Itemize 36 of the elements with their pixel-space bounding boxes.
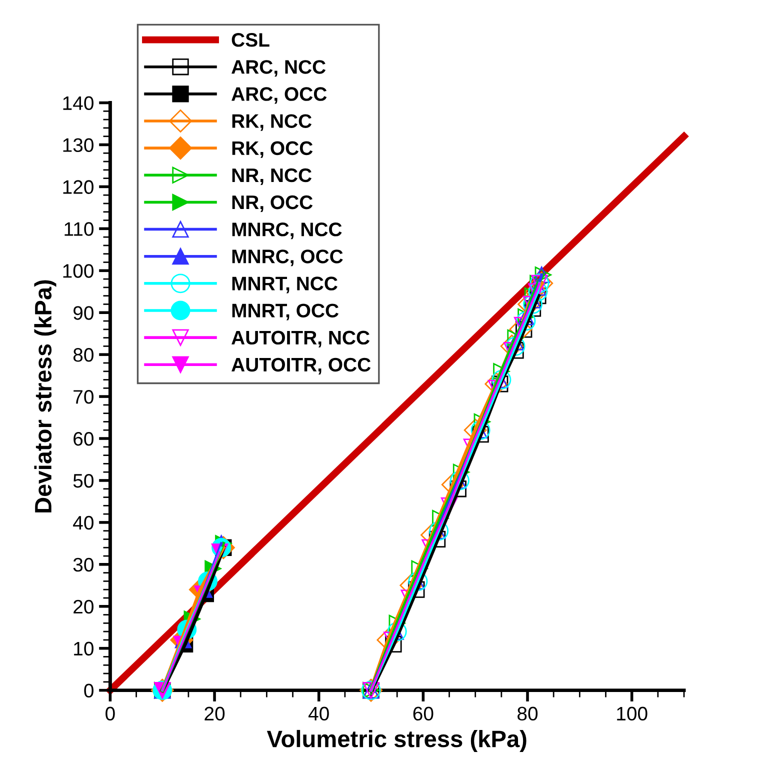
y-tick-label: 10 (74, 642, 94, 656)
legend-label: MNRC, OCC (232, 250, 343, 266)
y-tick-label: 20 (74, 600, 94, 614)
x-tick-label: 20 (204, 706, 225, 721)
legend-label: AUTOITR, NCC (232, 330, 370, 348)
y-tick-label: 140 (63, 96, 94, 110)
legend-label: ARC, NCC (232, 60, 326, 77)
y-tick-label: 90 (74, 306, 94, 320)
y-tick-label: 50 (73, 474, 94, 488)
legend-label: RK, OCC (232, 141, 313, 158)
x-tick-label: 80 (518, 706, 538, 721)
y-tick-label: 130 (63, 138, 94, 152)
y-axis-title: Deviator stress (kPa) (34, 280, 56, 512)
legend-label: NR, NCC (232, 168, 312, 185)
y-tick-label: 60 (74, 432, 94, 446)
legend-label: MNRT, OCC (232, 304, 339, 320)
legend-label: AUTOITR, OCC (232, 358, 371, 374)
x-tick-label: 60 (413, 706, 434, 721)
y-tick-label: 100 (63, 264, 94, 278)
x-tick-label: 100 (617, 706, 648, 721)
y-tick-label: 80 (73, 348, 94, 362)
y-tick-label: 110 (64, 222, 94, 236)
y-tick-label: 30 (73, 558, 94, 572)
y-tick-label: 40 (73, 516, 94, 530)
y-tick-label: 70 (74, 390, 94, 404)
legend-label: MNRC, NCC (232, 222, 342, 240)
legend-label: NR, OCC (232, 195, 313, 212)
legend-label: CSL (232, 33, 270, 47)
x-axis-title: Volumetric stress (kPa) (266, 730, 526, 752)
legend-label: ARC, OCC (232, 87, 327, 104)
y-tick-label: 120 (63, 180, 94, 194)
legend-label: RK, NCC (232, 114, 312, 131)
y-tick-label: 0 (84, 684, 94, 698)
x-tick-label: 0 (106, 706, 115, 721)
x-tick-label: 40 (308, 706, 329, 721)
legend-label: MNRT, NCC (232, 276, 338, 294)
